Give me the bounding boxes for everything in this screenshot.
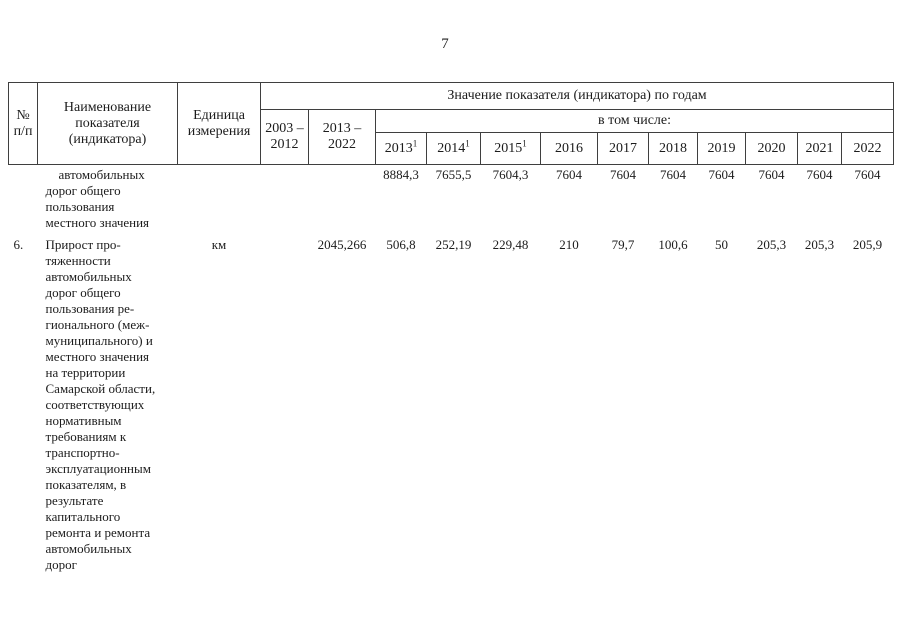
year-value-cell: 252,19 [435,237,472,252]
year-value-cell: 7655,5 [435,167,472,182]
year-value-cell: 7604,3 [492,167,529,182]
year-value-cell: 50 [715,237,728,252]
range-line-2: 2012 [270,137,299,152]
year-column-header: 2021 [797,132,842,165]
table-header: № п/п Наименование показателя (индикатор… [8,82,895,165]
name-line: гионального (меж- [45,317,150,332]
name-line: муниципального) и [45,333,153,348]
name-line: требованиям к [45,429,127,444]
name-line: дорог [45,557,77,572]
year-value-cell: 7604 [660,167,686,182]
footnote-marker: 1 [412,137,418,148]
name-line: Прирост про- [45,237,121,252]
name-line: Самарской области, [45,381,156,396]
name-line: пользования [45,199,115,214]
year-column-header: 2019 [697,132,746,165]
range-line-1: 2013 – [322,121,362,136]
header-num: № п/п [8,82,38,165]
year-column-header: 2016 [540,132,598,165]
row-number-cell: 6. [13,237,24,252]
name-line: капитального [45,509,121,524]
range-line-2: 2022 [328,137,356,152]
year-label: 2017 [609,140,637,156]
name-line: показателям, в [45,477,127,492]
name-line: на территории [45,365,126,380]
year-value-cell: 210 [559,237,579,252]
name-line: местного значения [45,215,150,230]
table-row: автомобильных дорог общего пользования м… [9,165,894,232]
year-value-cell: 205,9 [852,237,883,252]
year-value-cell: 205,3 [804,237,835,252]
year-column-header: 20141 [426,132,481,165]
footnote-marker: 1 [465,137,470,148]
indicators-table: № п/п Наименование показателя (индикатор… [8,82,895,573]
indicator-name-cell: автомобильных дорог общего пользования м… [38,165,178,232]
year-label: 2014 [437,140,466,156]
year-value-cell: 205,3 [756,237,787,252]
year-column-header: 2020 [745,132,798,165]
name-line: тяженности [45,253,111,268]
header-range-2003-2012: 2003 – 2012 [260,109,309,165]
year-value-cell: 229,48 [492,237,529,252]
year-label: 2013 [384,140,413,156]
name-line: ремонта и ремонта [45,525,151,540]
year-column-header: 2018 [648,132,698,165]
total-2003-2012-cell [261,165,309,232]
footnote-marker: 1 [522,137,527,148]
total-2013-2022-cell [309,165,376,232]
name-line: автомобильных [58,167,145,182]
name-line: результате [45,493,104,508]
year-value-cell: 7604 [708,167,735,182]
page-number: 7 [441,36,449,52]
header-including: в том числе: [374,109,895,133]
header-indicator-name: Наименование показателя (индикатора) [37,82,178,165]
year-label: 2018 [659,140,687,156]
header-years-group: Значение показателя (индикатора) по года… [259,82,895,110]
name-line: автомобильных [45,269,132,284]
name-line: дорог общего [45,183,121,198]
unit-cell: км [211,237,227,252]
year-column-header: 20151 [480,132,541,165]
year-column-header: 2022 [840,132,895,165]
name-line: эксплуатационным [45,461,151,476]
year-value-cell: 7604 [806,167,833,182]
year-label: 2015 [494,140,523,156]
year-value-cell: 7604 [758,167,785,182]
header-unit: Единица измерения [177,82,261,165]
name-line: местного значения [45,349,150,364]
year-value-cell: 8884,3 [383,167,419,182]
name-line: дорог общего [45,285,121,300]
year-value-cell: 7604 [854,167,881,182]
year-label: 2022 [853,140,882,156]
name-line: автомобильных [45,541,132,556]
year-column-header: 20131 [375,132,427,165]
unit-cell [178,165,261,232]
total-2013-2022-cell: 2045,266 [317,237,367,252]
year-column-header: 2017 [597,132,649,165]
indicator-name-cell: Прирост про- тяженности автомобильных до… [38,231,178,573]
year-value-cell: 100,6 [658,237,688,252]
table-row: 6. Прирост про- тяженности автомобильных… [9,231,894,573]
name-line: транспортно- [45,445,120,460]
header-range-2013-2022: 2013 – 2022 [308,109,376,165]
range-line-1: 2003 – [265,121,304,136]
row-number-cell [9,165,38,232]
name-line: нормативным [45,413,122,428]
year-value-cell: 79,7 [611,237,635,252]
year-value-cell: 7604 [610,167,636,182]
total-2003-2012-cell [261,231,309,573]
name-line: пользования ре- [45,301,135,316]
year-value-cell: 506,8 [386,237,416,252]
year-label: 2021 [805,140,834,156]
name-line: соответствующих [45,397,145,412]
year-value-cell: 7604 [556,167,582,182]
year-label: 2019 [707,140,736,156]
year-label: 2020 [757,140,786,156]
year-label: 2016 [555,140,583,156]
